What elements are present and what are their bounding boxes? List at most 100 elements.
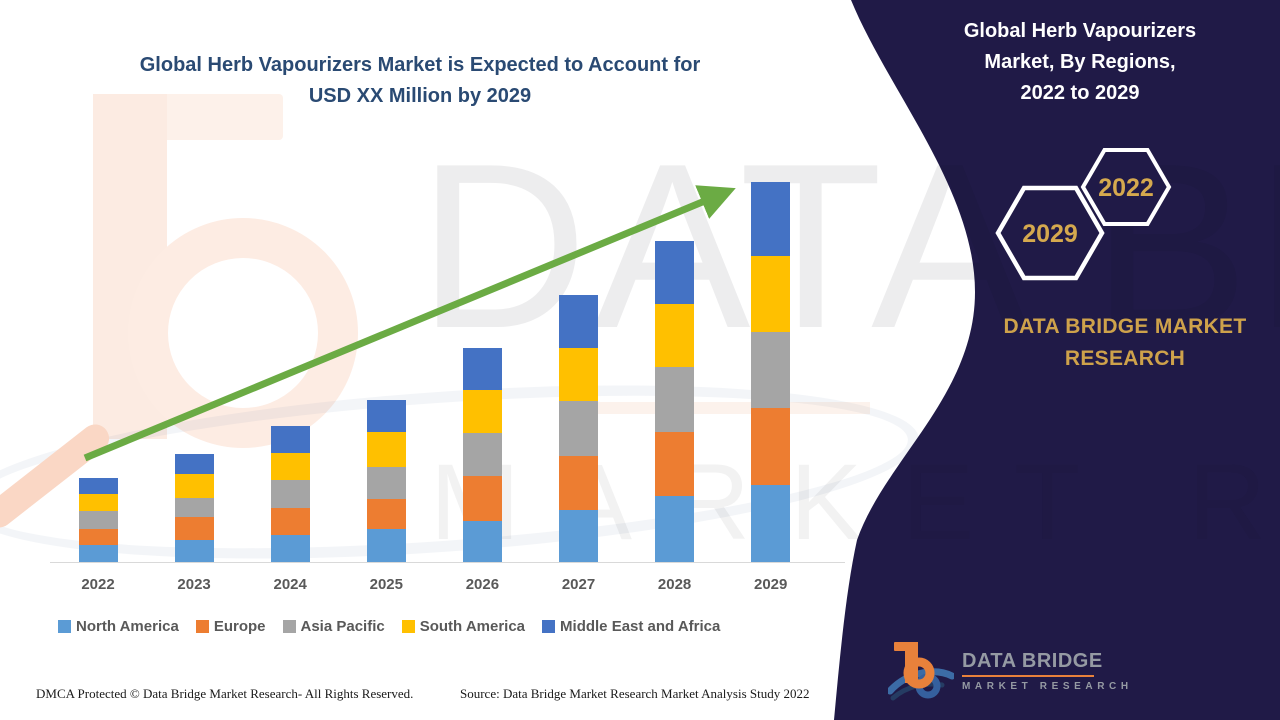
legend-item-asia-pacific: Asia Pacific [282,618,385,635]
legend-item-europe: Europe [195,618,266,635]
bar-2028 [655,241,695,562]
bar-2029-segment-asia-pacific [751,332,791,408]
legend-label: Middle East and Africa [560,618,721,635]
bar-2027-segment-asia-pacific [559,401,598,456]
bar-2028-segment-middle-east-and-africa [655,241,695,304]
brand-wordmark-line2: RESEARCH [1064,347,1186,370]
dmca-footer-text: DMCA Protected © Data Bridge Market Rese… [36,686,414,701]
year-hexagons: 2022 2029 [995,148,1172,281]
logo-underline [962,675,1094,677]
hexagon-2029 [995,185,1105,281]
bar-2026-segment-europe [462,476,502,521]
hexagon-2022 [1080,148,1172,226]
x-axis-label-2024: 2024 [273,576,307,593]
bar-2023-segment-south-america [174,474,214,498]
brand-wordmark-line1: DATA BRIDGE MARKET [1003,315,1247,338]
bar-2026 [462,348,502,562]
x-axis-label-2022: 2022 [81,576,115,593]
x-axis-label-2027: 2027 [561,576,596,593]
bar-2027-segment-middle-east-and-africa [559,295,598,348]
bar-2025-segment-south-america [366,432,406,467]
x-axis-label-2026: 2026 [465,576,500,593]
legend-item-south-america: South America [401,618,526,635]
hexagon-2022-label: 2022 [1098,174,1154,202]
bar-2023-segment-north-america [174,540,214,562]
x-axis-label-2029: 2029 [754,576,788,593]
chart-title-line2: USD XX Million by 2029 [308,85,532,107]
bar-2028-segment-asia-pacific [655,367,695,432]
bar-2022-segment-middle-east-and-africa [78,478,118,494]
bar-2026-segment-south-america [462,390,502,433]
x-axis-label-2023: 2023 [177,576,211,593]
bar-2024-segment-asia-pacific [270,480,310,508]
bar-2028-segment-europe [655,432,695,496]
bar-2029-segment-europe [751,408,791,485]
bar-2024-segment-europe [270,508,310,535]
bar-2029 [751,182,791,562]
data-bridge-logo: DATA BRIDGE MARKET RESEARCH [888,638,1128,704]
bar-2024-segment-south-america [270,453,310,480]
bar-2029-segment-middle-east-and-africa [751,182,791,256]
bar-2026-segment-middle-east-and-africa [462,348,502,390]
legend-swatch [282,620,296,633]
bar-2027 [559,295,598,562]
logo-text: DATA BRIDGE MARKET RESEARCH [962,650,1133,692]
bar-2028-segment-south-america [655,304,695,367]
bar-2024-segment-north-america [270,535,310,562]
bar-2022 [78,478,118,562]
legend-swatch [195,620,209,633]
logo-name: DATA BRIDGE [962,650,1103,672]
bar-2022-segment-north-america [78,545,118,562]
logo-orange-bowl [903,657,935,689]
bar-2028-segment-north-america [655,496,695,562]
bar-2023 [174,454,214,562]
x-axis-label-2028: 2028 [657,576,692,593]
panel-title-line1: Global Herb Vapourizers [963,20,1197,42]
legend-swatch [401,620,415,633]
logo-subtitle: MARKET RESEARCH [962,681,1133,692]
hexagon-2029-label: 2029 [1022,220,1078,248]
panel-title-line2: Market, By Regions, [984,51,1176,73]
bar-2025-segment-asia-pacific [366,467,406,499]
bar-2022-segment-asia-pacific [78,511,118,529]
logo-swoosh-blue [888,668,954,695]
legend-item-north-america: North America [58,618,179,635]
x-axis-labels: 2022 2023 2024 2025 2026 2027 2028 2029 [40,576,840,598]
bar-2029-segment-north-america [751,485,791,562]
bar-2027-segment-south-america [559,348,598,401]
bar-2022-segment-europe [78,529,118,545]
bar-2023-segment-europe [174,517,214,540]
stacked-bar-chart [40,150,845,563]
legend-swatch [542,620,556,633]
chart-title: Global Herb Vapourizers Market is Expect… [40,50,800,112]
bar-2027-segment-north-america [559,510,598,562]
panel-title: Global Herb Vapourizers Market, By Regio… [885,16,1275,109]
chart-title-line1: Global Herb Vapourizers Market is Expect… [139,54,701,76]
bar-2024-segment-middle-east-and-africa [270,426,310,453]
x-axis-line [50,562,845,563]
data-bridge-logo-icon [888,642,954,701]
bar-2025-segment-middle-east-and-africa [366,400,406,432]
bar-2027-segment-europe [559,456,598,510]
legend-label: Asia Pacific [300,618,385,635]
bar-2023-segment-asia-pacific [174,498,214,517]
bar-2022-segment-south-america [78,494,118,511]
bar-2025 [366,400,406,562]
panel-title-line3: 2022 to 2029 [1020,82,1140,104]
bar-2024 [270,426,310,562]
legend-label: Europe [213,618,266,635]
legend-item-middle-east-and-africa: Middle East and Africa [542,618,720,635]
legend-label: South America [419,618,526,635]
bar-2026-segment-north-america [462,521,502,562]
bar-2025-segment-north-america [366,529,406,562]
x-axis-label-2025: 2025 [369,576,403,593]
bar-2023-segment-middle-east-and-africa [174,454,214,474]
legend-swatch [58,620,71,633]
source-footer-text: Source: Data Bridge Market Research Mark… [460,686,810,701]
bar-2025-segment-europe [366,499,406,529]
right-panel-shape [834,0,1280,720]
brand-wordmark: DATA BRIDGE MARKET RESEARCH [960,311,1280,375]
chart-legend: North America Europe Asia Pacific South Ame… [58,618,838,635]
